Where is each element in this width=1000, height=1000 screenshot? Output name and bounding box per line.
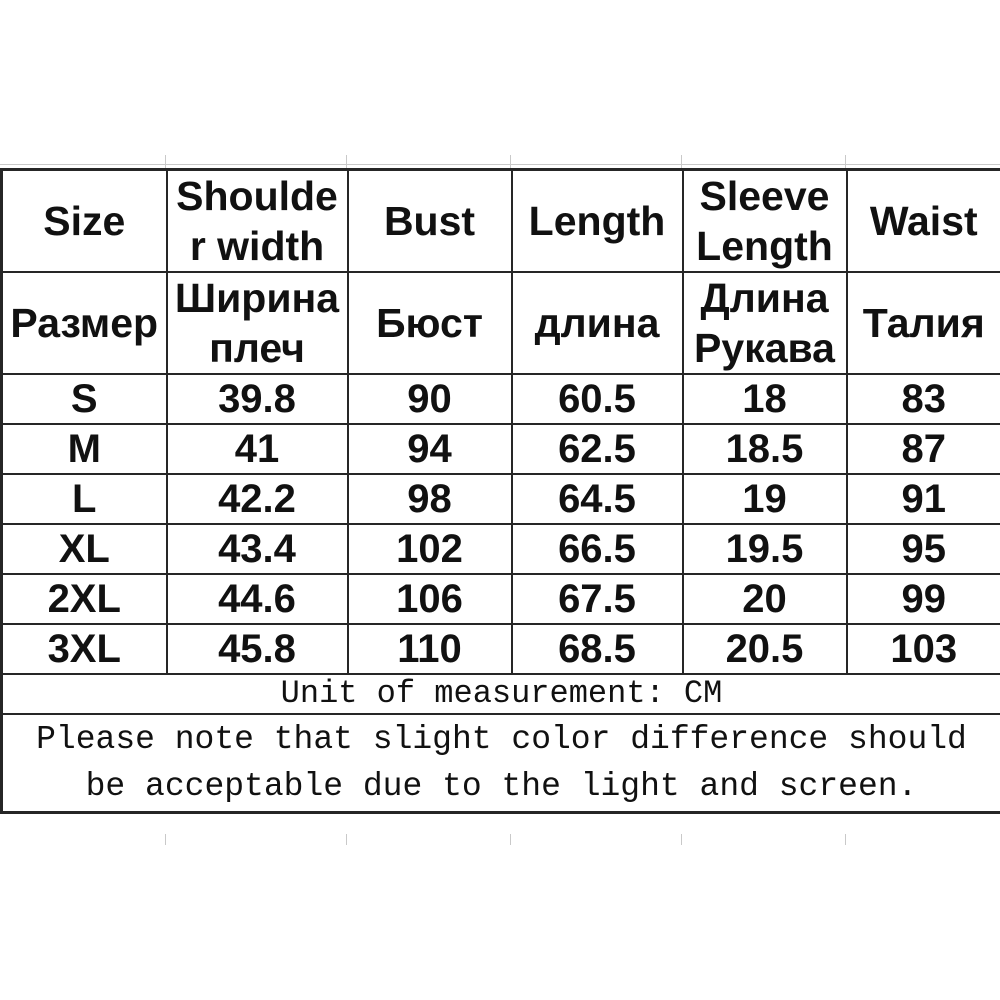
header-cell-length-ru: длина xyxy=(510,271,684,375)
value-cell: 45.8 xyxy=(165,623,349,675)
value-cell: 91 xyxy=(845,473,1000,525)
gridline-remnant xyxy=(165,834,166,845)
value-cell: 39.8 xyxy=(165,373,349,425)
value-cell: 44.6 xyxy=(165,573,349,625)
gridline-remnant xyxy=(0,164,1000,165)
gridline-remnant xyxy=(681,834,682,845)
unit-of-measurement-text: Unit of measurement: CM xyxy=(0,673,1000,715)
value-cell: 62.5 xyxy=(510,423,684,475)
header-cell-shoulder: Shoulde r width xyxy=(165,168,349,273)
size-cell: XL xyxy=(0,523,168,575)
gridline-remnant xyxy=(165,155,166,169)
color-difference-disclaimer: Please note that slight color difference… xyxy=(0,713,1000,814)
value-cell: 102 xyxy=(346,523,513,575)
value-cell: 66.5 xyxy=(510,523,684,575)
value-cell: 106 xyxy=(346,573,513,625)
value-cell: 83 xyxy=(845,373,1000,425)
header-cell-size-ru: Размер xyxy=(0,271,168,375)
table-row-xl: XL 43.4 102 66.5 19.5 95 xyxy=(0,523,1000,575)
value-cell: 18.5 xyxy=(681,423,848,475)
value-cell: 19.5 xyxy=(681,523,848,575)
size-chart-table: Size Shoulde r width Bust Length Sleeve … xyxy=(0,168,1000,814)
header-row-russian: Размер Ширина плеч Бюст длина Длина Рука… xyxy=(0,271,1000,375)
header-cell-shoulder-ru: Ширина плеч xyxy=(165,271,349,375)
value-cell: 95 xyxy=(845,523,1000,575)
unit-row: Unit of measurement: CM xyxy=(0,673,1000,715)
gridline-remnant xyxy=(845,155,846,169)
table-row-3xl: 3XL 45.8 110 68.5 20.5 103 xyxy=(0,623,1000,675)
table-row-l: L 42.2 98 64.5 19 91 xyxy=(0,473,1000,525)
table-row-s: S 39.8 90 60.5 18 83 xyxy=(0,373,1000,425)
value-cell: 18 xyxy=(681,373,848,425)
value-cell: 20 xyxy=(681,573,848,625)
value-cell: 19 xyxy=(681,473,848,525)
gridline-remnant xyxy=(510,155,511,169)
header-cell-length: Length xyxy=(510,168,684,273)
value-cell: 110 xyxy=(346,623,513,675)
table-row-2xl: 2XL 44.6 106 67.5 20 99 xyxy=(0,573,1000,625)
gridline-remnant xyxy=(681,155,682,169)
header-cell-waist: Waist xyxy=(845,168,1000,273)
gridline-remnant xyxy=(845,834,846,845)
gridline-remnant xyxy=(510,834,511,845)
header-cell-bust-ru: Бюст xyxy=(346,271,513,375)
gridline-remnant xyxy=(346,155,347,169)
value-cell: 98 xyxy=(346,473,513,525)
size-cell: 3XL xyxy=(0,623,168,675)
header-cell-waist-ru: Талия xyxy=(845,271,1000,375)
value-cell: 64.5 xyxy=(510,473,684,525)
header-cell-sleeve-length: Sleeve Length xyxy=(681,168,848,273)
value-cell: 94 xyxy=(346,423,513,475)
value-cell: 87 xyxy=(845,423,1000,475)
value-cell: 43.4 xyxy=(165,523,349,575)
value-cell: 41 xyxy=(165,423,349,475)
header-cell-size: Size xyxy=(0,168,168,273)
value-cell: 67.5 xyxy=(510,573,684,625)
value-cell: 20.5 xyxy=(681,623,848,675)
size-cell: L xyxy=(0,473,168,525)
value-cell: 60.5 xyxy=(510,373,684,425)
size-cell: S xyxy=(0,373,168,425)
value-cell: 90 xyxy=(346,373,513,425)
value-cell: 99 xyxy=(845,573,1000,625)
value-cell: 68.5 xyxy=(510,623,684,675)
table-row-m: M 41 94 62.5 18.5 87 xyxy=(0,423,1000,475)
note-row: Please note that slight color difference… xyxy=(0,713,1000,814)
gridline-remnant xyxy=(346,834,347,845)
header-cell-bust: Bust xyxy=(346,168,513,273)
size-cell: 2XL xyxy=(0,573,168,625)
header-cell-sleeve-length-ru: Длина Рукава xyxy=(681,271,848,375)
header-row-english: Size Shoulde r width Bust Length Sleeve … xyxy=(0,168,1000,273)
value-cell: 103 xyxy=(845,623,1000,675)
size-cell: M xyxy=(0,423,168,475)
value-cell: 42.2 xyxy=(165,473,349,525)
